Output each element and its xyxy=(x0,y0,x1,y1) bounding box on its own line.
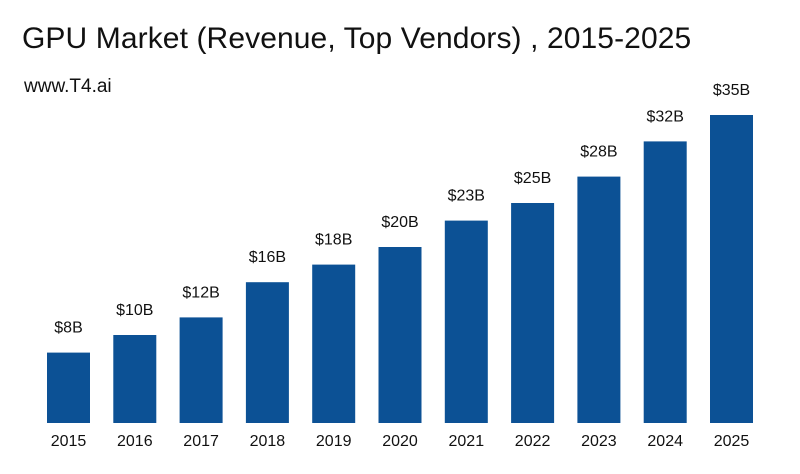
bar-2024 xyxy=(643,141,687,423)
bar-2019 xyxy=(312,264,356,423)
data-label-2019: $18B xyxy=(315,232,352,249)
x-tick-label-2016: 2016 xyxy=(117,433,153,450)
bar-2017 xyxy=(179,317,223,423)
bar-2015 xyxy=(47,352,90,423)
bar-2025 xyxy=(710,115,753,423)
x-tick-label-2015: 2015 xyxy=(51,433,87,450)
data-label-2024: $32B xyxy=(647,108,684,125)
x-tick-label-2023: 2023 xyxy=(581,433,617,450)
data-label-2017: $12B xyxy=(182,284,219,301)
data-label-2023: $28B xyxy=(580,144,617,161)
data-labels-group: $8B $10B $12B $16B $18B $20B $23B $25B $28B $32B $… xyxy=(54,82,750,337)
chart-subtitle: www.T4.ai xyxy=(24,76,112,97)
x-tick-label-2021: 2021 xyxy=(449,433,485,450)
data-label-2021: $23B xyxy=(448,188,485,205)
bars-group xyxy=(47,115,753,423)
data-label-2016: $10B xyxy=(116,302,153,319)
bar-2021 xyxy=(444,220,488,423)
x-tick-label-2018: 2018 xyxy=(250,433,286,450)
x-tick-label-2019: 2019 xyxy=(316,433,352,450)
x-tick-label-2022: 2022 xyxy=(515,433,551,450)
x-axis-ticks: 2015 2016 2017 2018 2019 2020 2021 2022 2023 2024… xyxy=(51,433,750,450)
data-label-2015: $8B xyxy=(54,320,82,337)
x-tick-label-2025: 2025 xyxy=(714,433,750,450)
data-label-2020: $20B xyxy=(381,214,418,231)
x-tick-label-2020: 2020 xyxy=(382,433,418,450)
bar-2016 xyxy=(113,335,157,423)
x-tick-label-2024: 2024 xyxy=(647,433,683,450)
data-label-2025: $35B xyxy=(713,82,750,99)
chart-title: GPU Market (Revenue, Top Vendors) , 2015… xyxy=(22,22,692,55)
bar-2022 xyxy=(511,203,555,423)
bar-2020 xyxy=(378,247,422,423)
data-label-2018: $16B xyxy=(249,249,286,266)
bar-2023 xyxy=(577,176,621,423)
x-tick-label-2017: 2017 xyxy=(183,433,219,450)
data-label-2022: $25B xyxy=(514,170,551,187)
bar-2018 xyxy=(245,282,289,423)
